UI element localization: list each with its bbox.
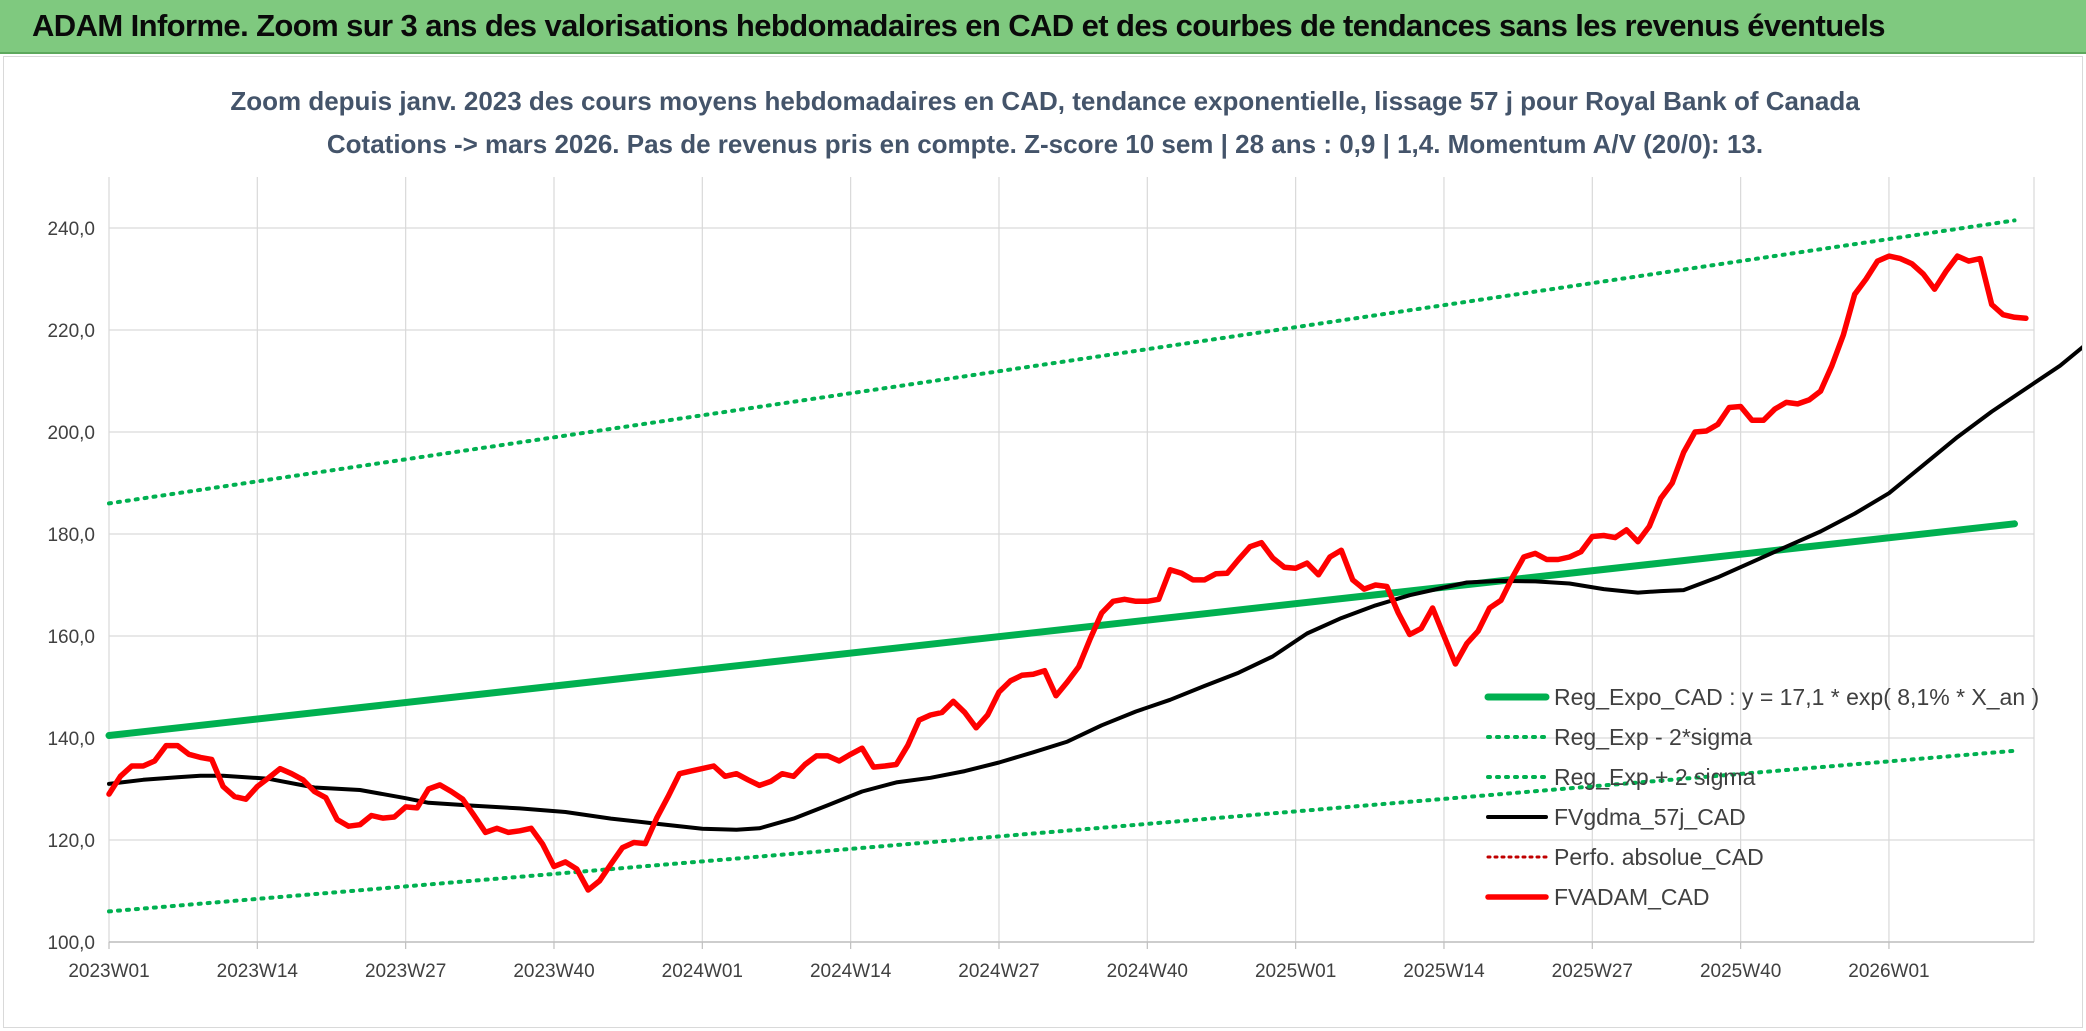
x-tick-label: 2024W40 — [1107, 961, 1188, 982]
y-tick-label: 140,0 — [47, 729, 95, 750]
chart-area: Zoom depuis janv. 2023 des cours moyens … — [3, 56, 2083, 1028]
chart-svg: Zoom depuis janv. 2023 des cours moyens … — [47, 86, 2082, 982]
legend: Reg_Expo_CAD : y = 17,1 * exp( 8,1% * X_… — [1484, 684, 2039, 910]
series-line-5 — [106, 253, 2029, 893]
series-line-3 — [107, 345, 2082, 832]
legend-label: FVgdma_57j_CAD — [1554, 804, 1746, 830]
x-tick-label: 2025W01 — [1255, 961, 1336, 982]
legend-label: Reg_Exp - 2*sigma — [1554, 724, 1752, 750]
series-group — [105, 218, 2082, 914]
x-tick-label: 2025W14 — [1403, 961, 1485, 982]
series-line-1 — [107, 748, 2017, 914]
legend-label: Reg_Expo_CAD : y = 17,1 * exp( 8,1% * X_… — [1554, 684, 2039, 710]
y-tick-label: 200,0 — [47, 423, 95, 444]
series-line-2 — [107, 218, 2017, 506]
header-banner: ADAM Informe. Zoom sur 3 ans des valoris… — [0, 0, 2086, 54]
legend-label: Perfo. absolue_CAD — [1554, 844, 1764, 870]
y-tick-label: 180,0 — [47, 525, 95, 546]
x-tick-label: 2026W01 — [1848, 961, 1929, 982]
legend-label: Reg_Exp + 2 sigma — [1554, 764, 1756, 790]
x-tick-label: 2024W27 — [958, 961, 1039, 982]
y-tick-label: 100,0 — [47, 933, 95, 954]
axes: 100,0 120,0 140,0 160,0 180,0 200,0 220,0 240,0… — [47, 219, 2034, 982]
x-tick-label: 2025W40 — [1700, 961, 1781, 982]
x-tick-label: 2023W27 — [365, 961, 446, 982]
series-line-0 — [105, 520, 2018, 739]
x-tick-label: 2023W01 — [68, 961, 149, 982]
grid — [108, 177, 2035, 943]
chart-subtitle: Cotations -> mars 2026. Pas de revenus p… — [327, 129, 1763, 159]
x-tick-label: 2024W01 — [662, 961, 743, 982]
x-tick-label: 2024W14 — [810, 961, 892, 982]
x-tick-label: 2023W14 — [217, 961, 299, 982]
x-tick-label: 2023W40 — [513, 961, 594, 982]
chart-title: Zoom depuis janv. 2023 des cours moyens … — [230, 86, 1860, 116]
page-title: ADAM Informe. Zoom sur 3 ans des valoris… — [32, 8, 1885, 43]
legend-label: FVADAM_CAD — [1554, 884, 1710, 910]
y-tick-label: 120,0 — [47, 831, 95, 852]
y-tick-label: 220,0 — [47, 321, 95, 342]
x-tick-label: 2025W27 — [1552, 961, 1633, 982]
y-tick-label: 240,0 — [47, 219, 95, 240]
y-tick-label: 160,0 — [47, 627, 95, 648]
